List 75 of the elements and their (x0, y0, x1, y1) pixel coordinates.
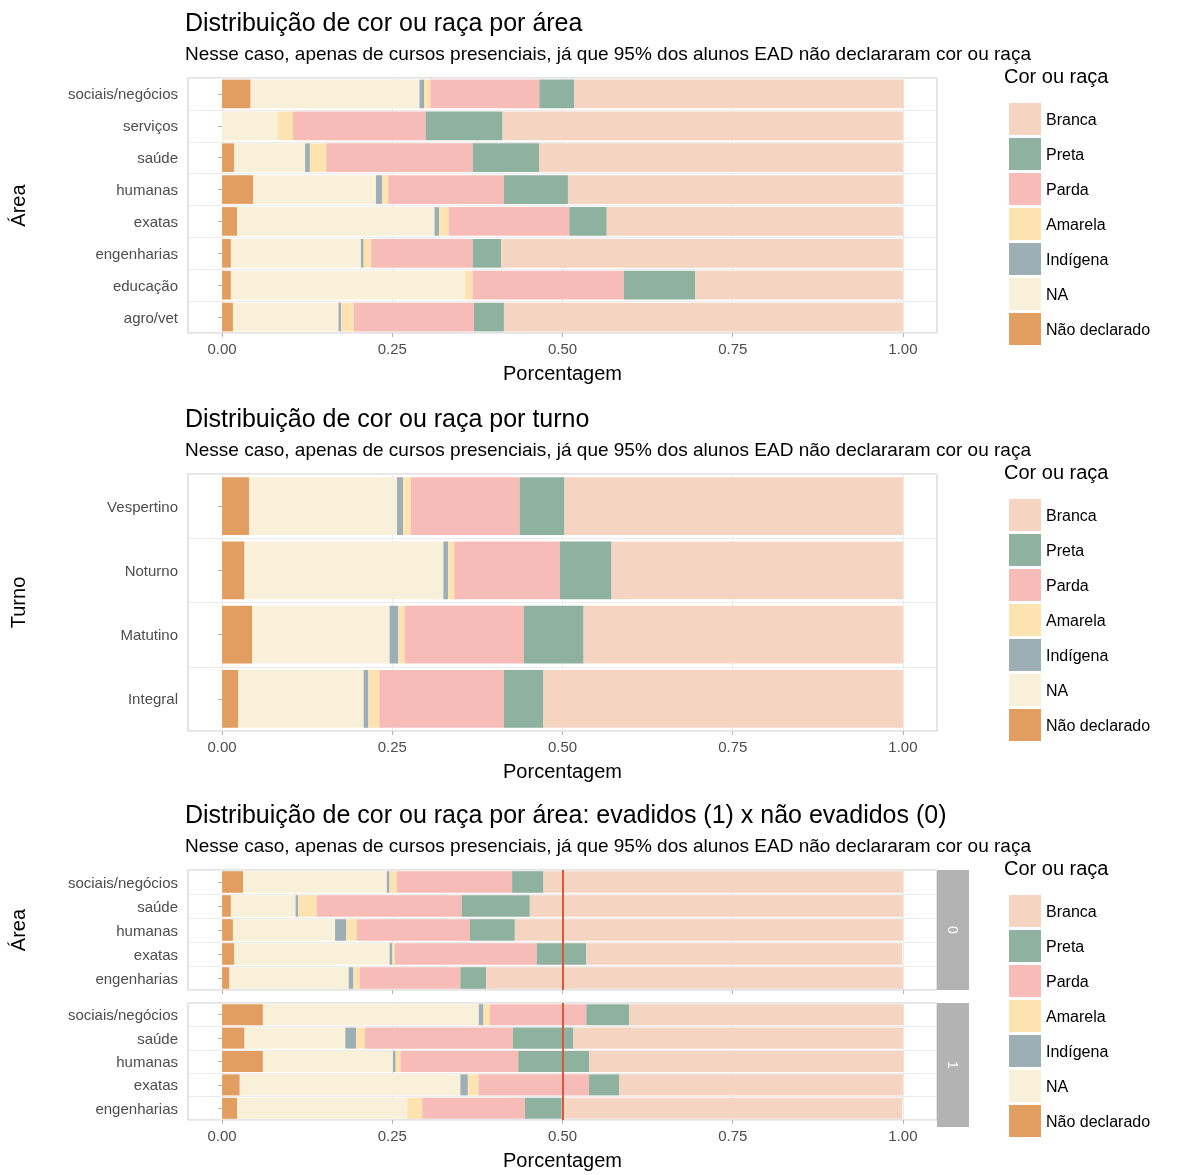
legend-title: Cor ou raça (1004, 857, 1110, 879)
legend-label: Não declarado (1046, 1112, 1151, 1130)
legend-label: Parda (1046, 972, 1089, 990)
x-tick-label: 0.75 (718, 738, 748, 755)
y-tick-label: exatas (133, 1076, 178, 1094)
legend-label: Preta (1046, 937, 1085, 955)
chart-subtitle: Nesse caso, apenas de cursos presenciais, já que 95% dos alunos EAD não declararam cor ou raça (185, 439, 1032, 460)
legend-label: Indígena (1046, 1042, 1109, 1060)
legend-label: Indígena (1046, 646, 1109, 664)
legend-label: Parda (1046, 180, 1089, 198)
chart-title: Distribuição de cor ou raça por turno (185, 403, 590, 432)
legend-label: Não declarado (1046, 320, 1151, 338)
y-tick-label: exatas (133, 945, 178, 963)
x-tick-label: 0.50 (547, 738, 578, 755)
y-tick-label: Integral (127, 690, 178, 708)
y-axis-title: Área (7, 908, 29, 952)
legend-label: Indígena (1046, 250, 1109, 268)
y-tick-label: serviços (122, 117, 178, 135)
y-axis-title: Turno (7, 576, 29, 629)
y-tick-label: agro/vet (123, 308, 179, 326)
y-tick-label: sociais/negócios (67, 873, 178, 891)
x-tick-label: 0.25 (377, 340, 407, 357)
x-tick-label: 0.00 (207, 738, 237, 755)
chart-subtitle: Nesse caso, apenas de cursos presenciais, já que 95% dos alunos EAD não declararam cor ou raça (185, 43, 1032, 64)
y-tick-label: engenharias (95, 969, 178, 987)
x-axis-title: Porcentagem (503, 1149, 622, 1171)
x-tick-label: 0.50 (547, 1127, 578, 1144)
legend-title: Cor ou raça (1004, 461, 1110, 483)
x-tick-label: 1.00 (888, 738, 918, 755)
y-tick-label: sociais/negócios (67, 85, 178, 103)
legend-label: Amarela (1046, 611, 1106, 629)
legend-label: Amarela (1046, 215, 1106, 233)
y-tick-label: Matutino (120, 626, 178, 644)
y-tick-label: humanas (116, 181, 178, 199)
legend-label: Preta (1046, 541, 1085, 559)
legend-label: Branca (1046, 902, 1097, 920)
y-tick-label: Vespertino (107, 497, 178, 515)
text: 1 (945, 1061, 961, 1070)
x-tick-label: 0.25 (377, 738, 407, 755)
legend-label: NA (1046, 1077, 1069, 1095)
x-tick-label: 1.00 (888, 1127, 918, 1144)
x-tick-label: 1.00 (888, 340, 918, 357)
y-tick-label: exatas (133, 212, 178, 230)
y-tick-label: humanas (116, 921, 178, 939)
y-tick-label: engenharias (95, 244, 178, 262)
x-tick-label: 0.00 (207, 340, 237, 357)
y-tick-label: educação (112, 276, 178, 294)
y-tick-label: saúde (137, 897, 178, 915)
chart-subtitle: Nesse caso, apenas de cursos presenciais, já que 95% dos alunos EAD não declararam cor ou raça (185, 835, 1032, 856)
legend-label: Amarela (1046, 1007, 1106, 1025)
legend-label: Branca (1046, 506, 1097, 524)
legend-label: Branca (1046, 110, 1097, 128)
text: 0 (945, 926, 961, 935)
x-tick-label: 0.75 (718, 340, 748, 357)
legend-label: Parda (1046, 576, 1089, 594)
x-axis-title: Porcentagem (503, 760, 622, 782)
y-tick-label: Noturno (124, 561, 178, 579)
y-tick-label: saúde (137, 1029, 178, 1047)
legend-label: NA (1046, 681, 1069, 699)
legend-label: Não declarado (1046, 716, 1151, 734)
y-tick-label: humanas (116, 1053, 178, 1070)
x-tick-label: 0.00 (207, 1127, 237, 1144)
legend-label: NA (1046, 285, 1069, 303)
y-tick-label: engenharias (95, 1099, 178, 1117)
x-tick-label: 0.25 (377, 1127, 407, 1144)
x-tick-label: 0.75 (718, 1127, 748, 1144)
y-tick-label: sociais/negócios (67, 1006, 178, 1024)
y-tick-label: saúde (137, 149, 178, 167)
legend-title: Cor ou raça (1004, 65, 1110, 87)
y-axis-title: Área (7, 183, 29, 227)
x-tick-label: 0.50 (547, 340, 578, 357)
chart-title: Distribuição de cor ou raça por área: evadidos (1) x não evadidos (0) (185, 799, 947, 828)
x-axis-title: Porcentagem (503, 362, 622, 384)
chart-title: Distribuição de cor ou raça por área (185, 7, 583, 36)
legend-label: Preta (1046, 145, 1085, 163)
